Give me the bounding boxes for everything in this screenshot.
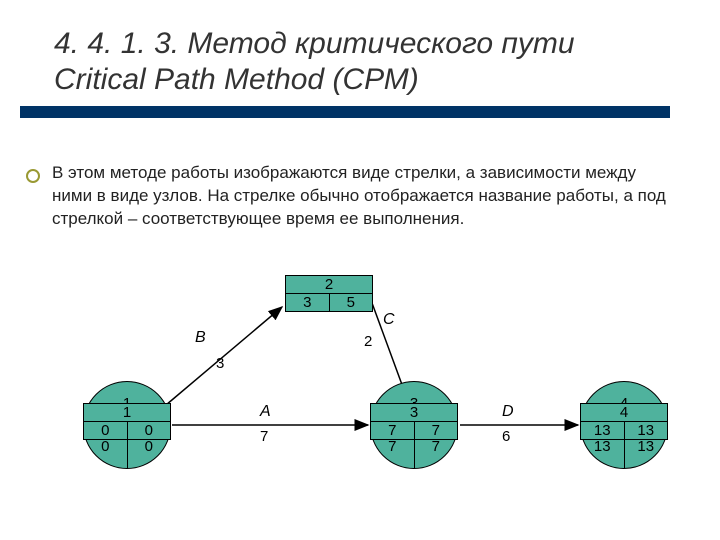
node-2-left: 3 bbox=[286, 294, 330, 311]
title-line1: 4. 4. 1. 3. Метод критического пути bbox=[54, 27, 575, 60]
edge-b-label: B bbox=[195, 329, 206, 347]
edge-d-label: D bbox=[502, 403, 514, 421]
node-4-rect-left: 13 bbox=[581, 422, 625, 439]
body-paragraph: В этом методе работы изображаются виде с… bbox=[52, 162, 672, 231]
node-3-rect-id: 3 bbox=[371, 404, 457, 422]
node-1-rect-left: 0 bbox=[84, 422, 128, 439]
node-3-rect-left: 7 bbox=[371, 422, 415, 439]
node-1-rect-id: 1 bbox=[84, 404, 170, 422]
node-4-rect: 4 13 13 bbox=[580, 403, 668, 440]
edge-d-weight: 6 bbox=[502, 428, 510, 445]
title-line2: Critical Path Method (СРМ) bbox=[54, 63, 419, 96]
node-4-rect-id: 4 bbox=[581, 404, 667, 422]
node-2-right: 5 bbox=[330, 294, 373, 311]
node-4-rect-right: 13 bbox=[625, 422, 668, 439]
cpm-diagram: 2 3 5 1 0 0 1 0 0 3 7 7 3 7 7 bbox=[60, 275, 680, 505]
edge-b-weight: 3 bbox=[216, 355, 224, 372]
edge-c-weight: 2 bbox=[364, 333, 372, 350]
node-2: 2 3 5 bbox=[285, 275, 373, 312]
node-1-rect-right: 0 bbox=[128, 422, 171, 439]
edge-a-weight: 7 bbox=[260, 428, 268, 445]
node-1-rect: 1 0 0 bbox=[83, 403, 171, 440]
edge-a-label: A bbox=[260, 403, 271, 421]
node-3-rect-right: 7 bbox=[415, 422, 458, 439]
node-2-id: 2 bbox=[286, 276, 372, 294]
edge-c-label: C bbox=[383, 311, 395, 329]
bullet-icon bbox=[26, 169, 40, 183]
node-3-rect: 3 7 7 bbox=[370, 403, 458, 440]
title-underline bbox=[20, 106, 670, 118]
slide-title: 4. 4. 1. 3. Метод критического пути Crit… bbox=[54, 26, 575, 98]
